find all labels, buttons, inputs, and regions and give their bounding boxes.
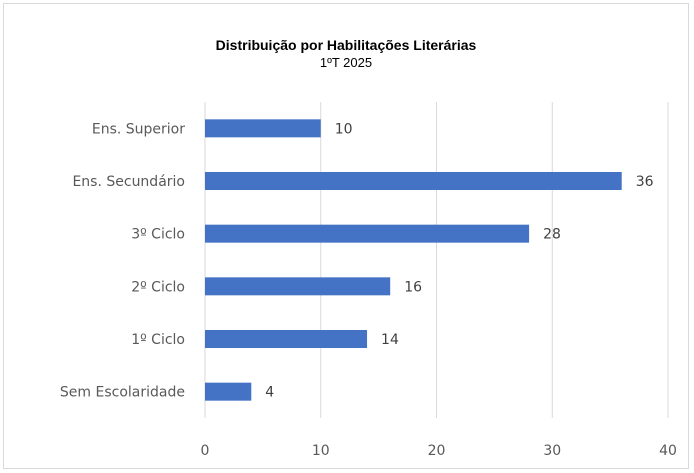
category-label: Ens. Secundário <box>72 174 185 190</box>
x-tick-label: 10 <box>312 443 330 459</box>
labels: 0 10 20 30 40 Ens. Superior 10 Ens. Secundário 3… <box>60 121 677 459</box>
category-label: Sem Escolaridade <box>60 385 185 401</box>
x-tick-label: 20 <box>428 443 446 459</box>
x-tick-label: 40 <box>659 443 677 459</box>
bars <box>205 119 622 401</box>
category-label: 2º Ciclo <box>131 279 185 295</box>
gridlines <box>204 102 669 418</box>
bar <box>205 172 622 190</box>
x-tick-label: 30 <box>543 443 561 459</box>
category-label: Ens. Superior <box>92 121 185 137</box>
data-label: 16 <box>404 279 422 295</box>
bar <box>205 224 530 243</box>
category-label: 3º Ciclo <box>131 227 185 243</box>
bar <box>205 382 252 401</box>
x-tick-label: 0 <box>201 443 210 459</box>
bar <box>205 277 391 296</box>
chart-subtitle: 1ºT 2025 <box>319 55 373 70</box>
data-label: 28 <box>543 227 561 243</box>
bar <box>205 119 321 138</box>
data-label: 4 <box>265 385 274 401</box>
bar <box>205 330 368 348</box>
data-label: 10 <box>335 121 353 137</box>
data-label: 14 <box>381 332 399 348</box>
category-label: 1º Ciclo <box>131 332 185 348</box>
data-label: 36 <box>636 174 654 190</box>
chart-title: Distribuição por Habilitações Literárias <box>215 37 477 53</box>
